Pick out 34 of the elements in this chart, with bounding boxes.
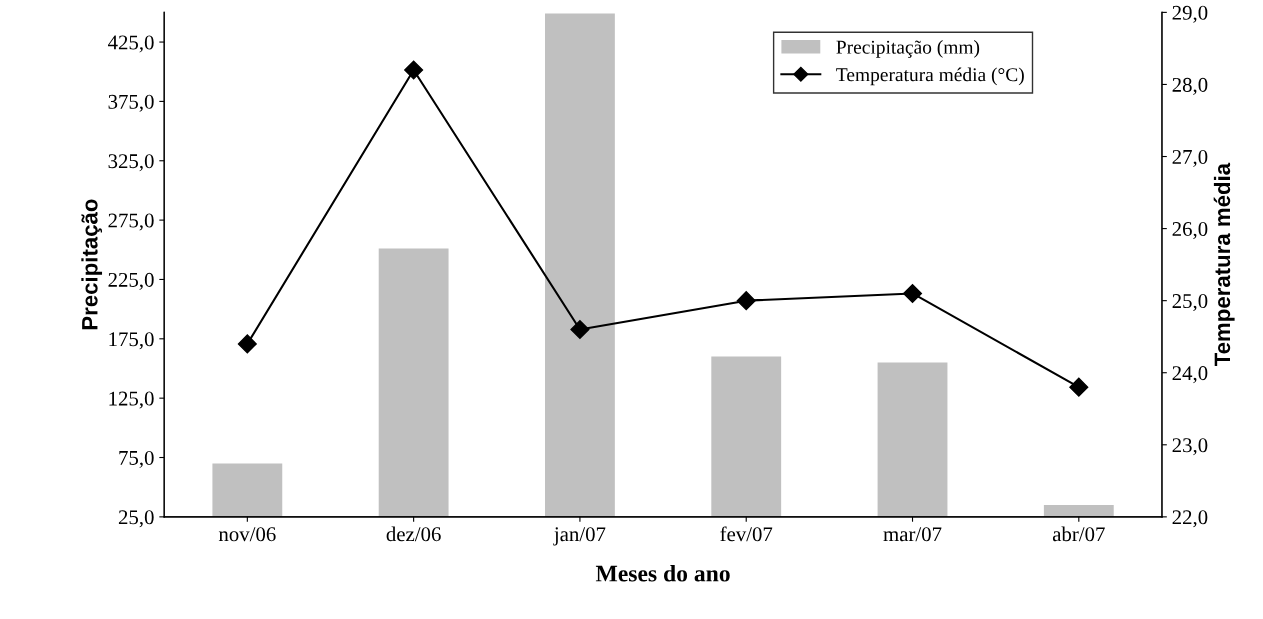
x-tick-label: jan/07 (553, 527, 606, 546)
y-tick-label: 375,0 (108, 94, 154, 112)
point (1069, 377, 1089, 397)
y-tick-label: 425,0 (108, 35, 154, 53)
y-tick-label: 325,0 (108, 154, 154, 172)
x-axis-title: Meses do ano (595, 564, 730, 582)
point (404, 60, 424, 80)
y-tick-label: 275,0 (108, 213, 154, 231)
y2-tick-label: 28,0 (1172, 77, 1208, 95)
y-tick-label: 125,0 (109, 391, 154, 409)
point (237, 334, 257, 354)
x-tick-label: mar/07 (883, 527, 942, 542)
y-tick-label: 25,0 (118, 510, 154, 528)
y2-tick-label: 25,0 (1172, 294, 1208, 312)
y-tick-label: 75,0 (119, 450, 154, 468)
point (902, 283, 923, 303)
point (736, 291, 756, 311)
legend-label: Temperatura média (°C) (836, 67, 1024, 86)
point (570, 319, 590, 340)
y2-tick-label: 26,0 (1172, 221, 1208, 240)
y2-tick-label: 27,0 (1172, 149, 1208, 167)
legend-label: Precipitação (mm) (836, 40, 980, 58)
y-tick-label: 225,0 (108, 272, 154, 290)
y2-tick-label: 24,0 (1172, 366, 1208, 384)
y2-tick-label: 23,0 (1172, 438, 1208, 456)
y-axis-title: Precipitação (81, 199, 103, 330)
x-tick-label: nov/06 (218, 527, 276, 542)
y-tick-label: 175,0 (109, 332, 154, 350)
x-tick-label: fev/07 (720, 526, 773, 542)
y2-tick-label: 29,0 (1172, 5, 1208, 23)
x-tick-label: dez/06 (386, 526, 441, 542)
y2-tick-label: 22,0 (1172, 510, 1208, 528)
x-tick-label: abr/07 (1052, 526, 1105, 542)
y2-axis-title: Temperatura média (1213, 162, 1235, 367)
